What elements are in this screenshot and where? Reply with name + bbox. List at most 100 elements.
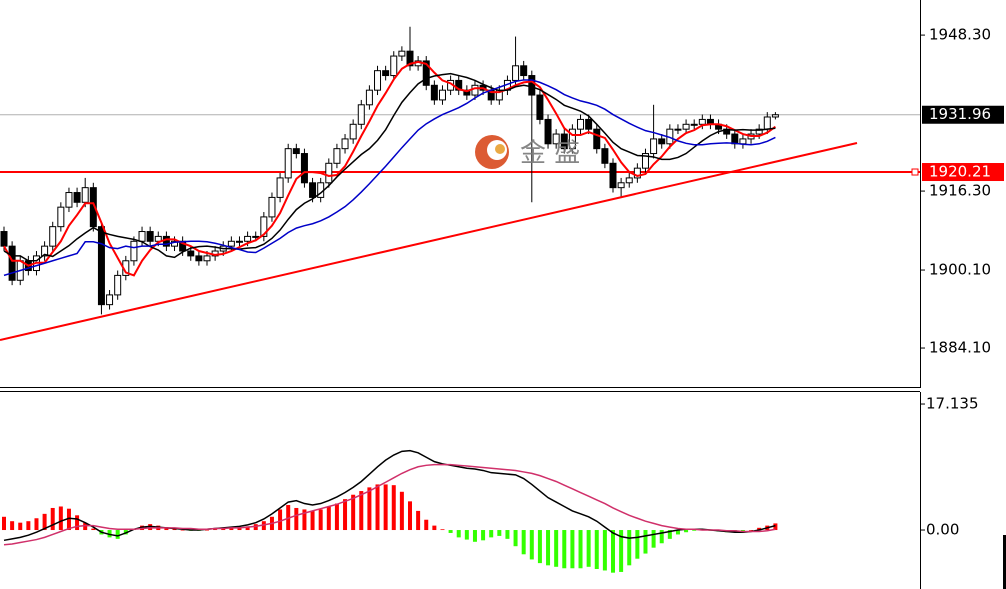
macd-bar [115,530,120,539]
y-tick-label: 1884.10 [929,339,991,357]
macd-bar [58,506,63,531]
level-label: 1920.21 [929,163,991,181]
candle-body [97,226,105,306]
indicator-line [3,463,776,546]
last-price-box [922,105,1004,124]
candle-body [81,187,89,203]
watermark-logo: 金 盛 [475,135,580,169]
candle-body [633,167,641,179]
candle-body [585,118,593,130]
indicator-line [3,60,776,277]
candle-body [106,294,114,306]
macd-bar [432,525,437,531]
candle-body [333,148,341,164]
candle-body [138,231,146,242]
macd-bar [367,487,372,531]
candle-body [89,187,97,228]
macd-bar [180,530,185,531]
macd-bar [34,518,39,531]
candle-body [617,182,625,189]
macd-bar [75,515,80,531]
level-handle [911,168,919,176]
y-tick-label: 1916.30 [929,182,991,200]
macd-bar [562,530,567,569]
candle-body [682,123,690,130]
candle-body [406,50,414,67]
macd-bar [570,530,575,569]
candle-body [203,255,211,262]
candle-body [609,162,617,189]
macd-bar [643,530,648,554]
macd-bar [554,530,559,567]
macd-bar [456,530,461,538]
last-price-label: 1931.96 [929,105,991,123]
candle-body [658,138,666,145]
macd-bar [619,530,624,572]
candle-body [390,55,398,77]
macd-bar [472,530,477,542]
macd-bar [334,503,339,531]
candle-body [357,104,365,125]
candle-body [528,75,536,96]
candle-body [552,133,560,145]
candle-body [625,177,633,184]
candle-body [292,148,300,155]
macd-bar [343,499,348,531]
candle-body [187,250,195,257]
macd-bar [42,513,47,531]
macd-bar [383,484,388,531]
candle-body [382,70,390,77]
candle-body [755,128,763,135]
macd-bar [667,530,672,539]
indicator-line [3,79,776,277]
macd-bar [278,509,283,531]
candle-body [577,118,585,130]
level-box [922,163,1004,182]
macd-bar [66,508,71,531]
macd-bar [416,510,421,531]
macd-bar [18,522,23,531]
candle-body [284,148,292,179]
candle-body [536,94,544,120]
macd-bar [399,491,404,531]
macd-bar [351,494,356,531]
candle-body [739,138,747,145]
candle-body [398,50,406,57]
macd-bar [294,507,299,531]
candle-body [252,235,260,238]
candle-body [560,133,568,150]
macd-bar [359,491,364,531]
candle-body [8,245,16,281]
macd-bar [505,530,510,539]
macd-bar [635,530,640,559]
candle-body [268,196,276,218]
macd-bar [521,530,526,555]
macd-bar [529,530,534,560]
candle-body [544,118,552,145]
indicator-line [3,72,776,262]
candle-body [227,240,235,247]
candle-body [276,177,284,198]
candle-body [512,65,520,81]
macd-bar [586,530,591,567]
candle-body [235,240,243,243]
y-tick-label: 1900.10 [929,261,991,279]
macd-bar [627,530,632,566]
macd-bar [91,528,96,531]
candle-body [641,153,649,169]
candle-body [195,255,203,262]
y-tick-label: 1948.30 [929,26,991,44]
candle-body [349,123,357,140]
macd-bar [773,523,778,531]
candle-body [650,138,658,155]
candle-body [260,216,268,237]
macd-bar [546,530,551,566]
macd-bar [675,530,680,535]
candle-body [300,153,308,184]
candle-body [698,118,706,125]
macd-bar [578,530,583,569]
macd-bar [245,526,250,531]
trend-line [0,142,858,341]
macd-bar [537,530,542,564]
candle-body [309,182,317,198]
